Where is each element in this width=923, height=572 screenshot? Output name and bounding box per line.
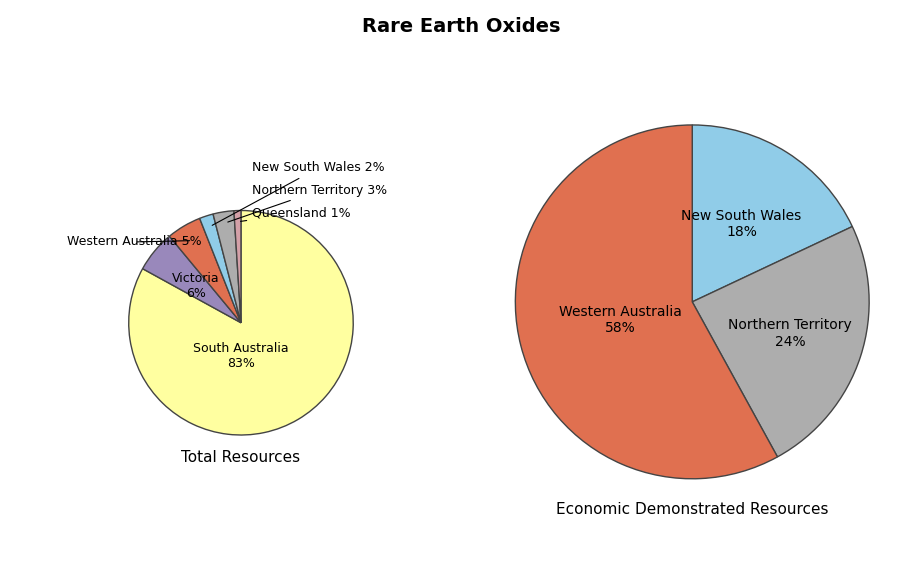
Wedge shape <box>234 210 241 323</box>
Text: Western Australia
58%: Western Australia 58% <box>558 305 682 335</box>
Text: Total Resources: Total Resources <box>182 450 301 464</box>
Wedge shape <box>213 210 241 323</box>
Wedge shape <box>515 125 777 479</box>
Text: Western Australia 5%: Western Australia 5% <box>67 236 201 248</box>
Text: Northern Territory 3%: Northern Territory 3% <box>228 184 388 222</box>
Text: Northern Territory
24%: Northern Territory 24% <box>728 319 852 349</box>
Wedge shape <box>692 227 869 457</box>
Wedge shape <box>128 210 354 435</box>
Text: South Australia
83%: South Australia 83% <box>193 343 289 371</box>
Text: Victoria
6%: Victoria 6% <box>173 272 220 300</box>
Wedge shape <box>170 219 241 323</box>
Text: New South Wales 2%: New South Wales 2% <box>212 161 385 225</box>
Text: Economic Demonstrated Resources: Economic Demonstrated Resources <box>556 502 829 517</box>
Text: Queensland 1%: Queensland 1% <box>241 206 351 221</box>
Wedge shape <box>199 214 241 323</box>
Wedge shape <box>143 236 241 323</box>
Text: New South Wales
18%: New South Wales 18% <box>681 209 802 239</box>
Text: Rare Earth Oxides: Rare Earth Oxides <box>362 17 561 36</box>
Wedge shape <box>692 125 852 302</box>
